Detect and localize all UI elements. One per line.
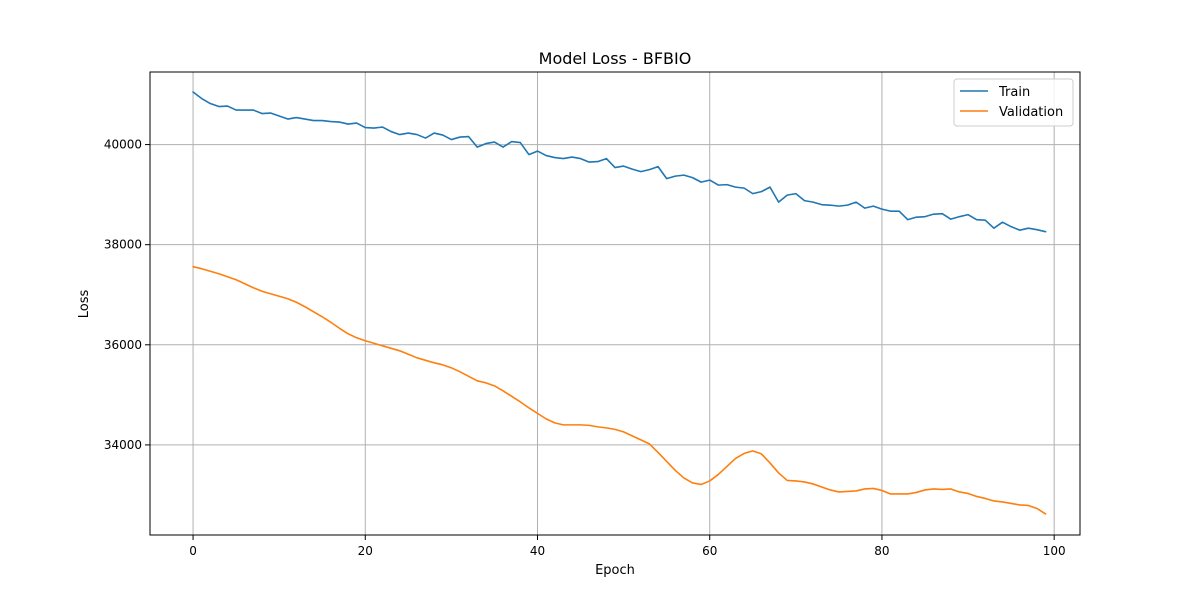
x-tick-label: 80 xyxy=(874,544,889,558)
y-tick-label: 40000 xyxy=(104,138,142,152)
axis-ticks: 0 20 40 60 80 100 34000 36000 38000 40000 xyxy=(104,138,1066,558)
legend: Train Validation xyxy=(953,78,1074,127)
y-axis-label: Loss xyxy=(77,290,92,319)
y-tick-label: 34000 xyxy=(104,438,142,452)
series-line-validation xyxy=(192,265,1047,515)
series-lines xyxy=(192,91,1047,515)
x-tick-label: 100 xyxy=(1043,544,1066,558)
plot-area-frame xyxy=(149,71,1081,536)
legend-label-train: Train xyxy=(998,85,1030,100)
chart-title: Model Loss - BFBIO xyxy=(539,49,692,68)
x-tick-label: 60 xyxy=(702,544,717,558)
x-axis-label: Epoch xyxy=(595,563,635,578)
y-tick-label: 36000 xyxy=(104,338,142,352)
x-tick-label: 40 xyxy=(530,544,545,558)
x-tick-label: 0 xyxy=(189,544,197,558)
x-tick-label: 20 xyxy=(358,544,373,558)
legend-label-validation: Validation xyxy=(999,105,1063,120)
series-line-train xyxy=(192,91,1047,233)
y-tick-label: 38000 xyxy=(104,238,142,252)
grid-lines xyxy=(150,72,1080,535)
